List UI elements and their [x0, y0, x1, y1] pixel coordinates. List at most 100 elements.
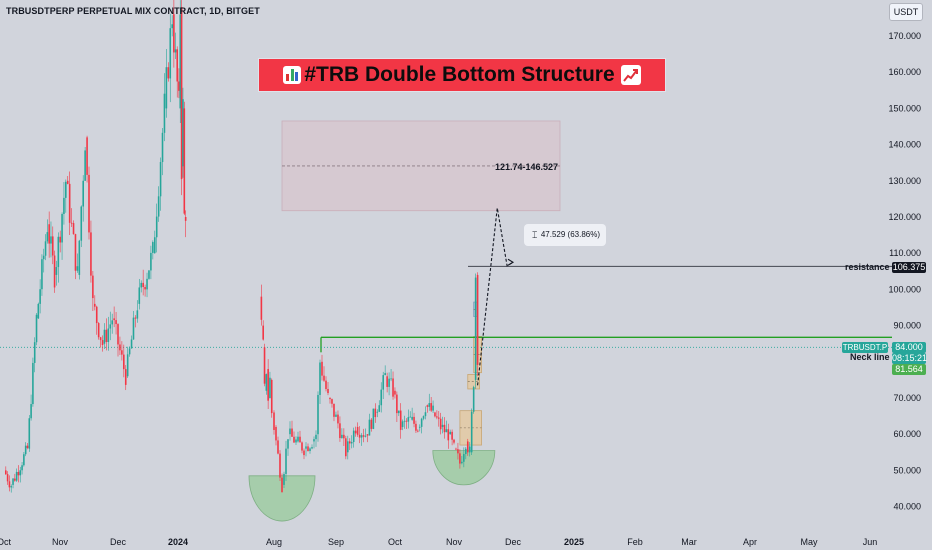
candle-body [72, 223, 75, 235]
candle-body [439, 418, 442, 430]
candle-body [99, 337, 102, 341]
candle-body [461, 461, 463, 464]
price-tick-label: 150.000 [888, 103, 921, 113]
candle-body [123, 354, 125, 370]
candle-body [350, 442, 353, 444]
time-tick-label: Oct [0, 537, 11, 547]
time-tick-label: Dec [505, 537, 522, 547]
candle-body [12, 478, 14, 485]
candle-body [174, 49, 177, 53]
candle-body [378, 405, 381, 412]
candle-body [299, 436, 301, 443]
candle-body [74, 234, 77, 271]
candle-body [424, 412, 427, 417]
candle-body [37, 303, 40, 319]
candle-body [178, 81, 180, 91]
time-tick-label: Sep [328, 537, 344, 547]
zone-box [459, 410, 482, 446]
candle-body [468, 446, 471, 453]
candle-body [360, 435, 363, 438]
candle-body [315, 434, 317, 440]
candle-body [35, 314, 38, 343]
candle-body [50, 236, 52, 244]
projection-path [477, 207, 514, 386]
candle-body [345, 438, 347, 457]
candle-body [180, 7, 183, 180]
candle-body [32, 362, 34, 405]
candle-body [325, 380, 327, 390]
candle-body [63, 197, 65, 214]
candle-body [92, 275, 94, 299]
candle-body [415, 423, 417, 431]
ticker-tag: TRBUSDT.P [842, 342, 888, 353]
candle-body [370, 419, 373, 429]
candle-body [23, 454, 25, 466]
candle-body [407, 417, 410, 422]
target-range-label: 121.74-146.527 [495, 162, 559, 172]
neckline-label: Neck line [850, 352, 890, 362]
candle-body [17, 471, 20, 476]
candle-body [78, 240, 81, 275]
candle-body [279, 453, 281, 478]
candle-body [455, 448, 457, 450]
price-tick-label: 170.000 [888, 31, 921, 41]
candle-body [409, 416, 412, 418]
candle-body [176, 49, 179, 82]
candle-body [291, 428, 293, 437]
price-tick-label: 90.000 [893, 321, 921, 331]
candle-body [301, 442, 303, 451]
candle-body [33, 342, 36, 363]
candle-body [430, 403, 432, 411]
candle-body [169, 28, 172, 79]
price-tick-label: 70.000 [893, 393, 921, 403]
countdown-tag: 08:15:21 [892, 353, 928, 364]
candle-body [411, 416, 413, 420]
candle-body [6, 474, 9, 482]
candle-body [270, 379, 273, 414]
candle-body [161, 132, 164, 163]
candle-body [397, 410, 400, 414]
candle-body [281, 477, 283, 493]
candle-body [339, 423, 341, 439]
candle-body [362, 435, 365, 437]
time-tick-label: Apr [743, 537, 757, 547]
candle-body [184, 217, 187, 221]
candle-body [165, 67, 168, 109]
candle-body [70, 222, 73, 224]
time-tick-label: May [800, 537, 818, 547]
projection-layer [477, 207, 515, 386]
candle-body [303, 450, 305, 456]
time-tick-label: Feb [627, 537, 643, 547]
candle-body [394, 390, 396, 395]
candle-body [66, 180, 69, 184]
candle-body [380, 389, 383, 406]
candle-body [321, 361, 323, 376]
candle-body [347, 441, 349, 453]
candle-body [97, 323, 100, 338]
candle-body [86, 137, 88, 175]
candle-body [356, 426, 359, 435]
candle-body [295, 439, 297, 443]
price-tick-label: 110.000 [889, 248, 921, 258]
candle-body [48, 224, 50, 244]
candle-body [368, 419, 371, 436]
candle-body [65, 181, 67, 198]
price-tick-label: 140.000 [888, 140, 921, 150]
candle-body [44, 241, 47, 256]
candle-body [159, 162, 162, 197]
candle-body [76, 266, 79, 271]
currency-button[interactable]: USDT [889, 3, 923, 21]
candle-body [348, 441, 351, 444]
candle-body [307, 446, 309, 452]
candle-body [24, 445, 27, 455]
candle-body [130, 339, 133, 349]
bid-price-tag: 81.564 [892, 364, 926, 375]
candle-body [287, 439, 289, 449]
candle-body [374, 408, 377, 418]
candle-body [10, 486, 13, 488]
candle-body [432, 405, 434, 411]
candle-body [115, 320, 117, 325]
candle-body [84, 150, 86, 181]
